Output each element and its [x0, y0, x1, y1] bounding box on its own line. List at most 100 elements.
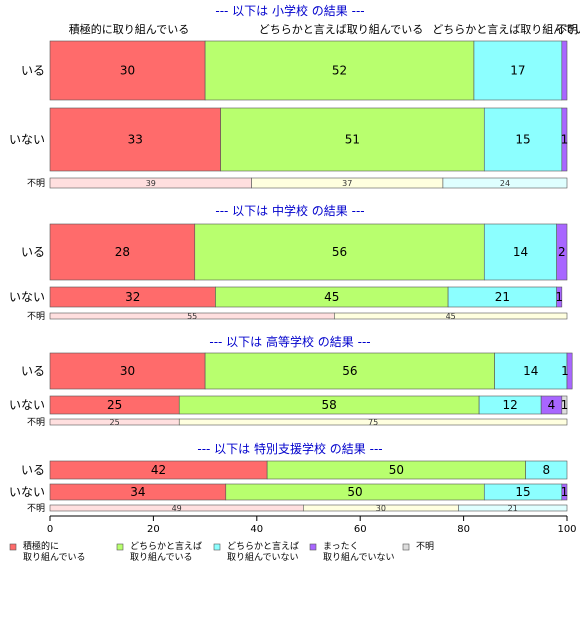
bar-segment — [204, 352, 495, 390]
data-label: 24 — [500, 179, 510, 188]
legend-label: 積極的に — [23, 540, 59, 552]
bar-segment — [483, 223, 557, 281]
row-label: 不明 — [27, 417, 45, 428]
data-label: 28 — [115, 245, 130, 259]
top-category-label: 積極的に取り組んでいる — [69, 22, 189, 36]
legend-label: 取り組んでいる — [130, 551, 193, 563]
data-label: 14 — [523, 364, 538, 378]
data-label: 50 — [389, 463, 404, 477]
legend-swatch — [213, 543, 221, 551]
data-label: 58 — [322, 398, 337, 412]
data-label: 1 — [561, 364, 569, 378]
row-label: いる — [21, 463, 45, 477]
data-label: 42 — [151, 463, 166, 477]
data-label: 1 — [561, 133, 569, 147]
panel-title: --- 以下は 小学校 の結果 --- — [215, 3, 364, 18]
data-label: 21 — [495, 290, 510, 304]
bar-segment — [334, 312, 568, 320]
bar-segment — [566, 352, 573, 390]
legend-swatch — [309, 543, 317, 551]
data-label: 1 — [561, 398, 569, 412]
bar-segment — [483, 107, 563, 172]
data-label: 56 — [332, 245, 347, 259]
x-tick-label: 60 — [354, 524, 367, 535]
legend-swatch — [9, 543, 17, 551]
legend-label: 取り組んでいない — [227, 551, 299, 563]
legend-label: まったく — [323, 541, 359, 552]
data-label: 34 — [130, 485, 145, 499]
data-label: 32 — [125, 290, 140, 304]
bar-segment — [561, 107, 568, 172]
data-label: 14 — [513, 245, 528, 259]
bar-segment — [556, 223, 568, 281]
data-label: 15 — [515, 485, 530, 499]
data-label: 25 — [107, 398, 122, 412]
x-tick-label: 20 — [147, 524, 160, 535]
x-tick-label: 40 — [250, 524, 263, 535]
row-label: いない — [9, 398, 45, 412]
row-label: いる — [21, 64, 45, 78]
data-label: 4 — [548, 398, 556, 412]
x-tick-label: 80 — [457, 524, 470, 535]
bar-segment — [442, 177, 568, 189]
bar-segment — [204, 40, 475, 101]
data-label: 56 — [342, 364, 357, 378]
bar-segment — [561, 40, 568, 101]
data-label: 30 — [120, 64, 135, 78]
data-label: 30 — [376, 504, 386, 513]
data-label: 12 — [502, 398, 517, 412]
row-label: 不明 — [27, 503, 45, 514]
data-label: 1 — [561, 485, 569, 499]
bar-segment — [458, 504, 568, 512]
data-label: 1 — [555, 290, 563, 304]
bar-segment — [49, 107, 221, 172]
row-label: いない — [9, 485, 45, 499]
bar-segment — [561, 395, 568, 415]
bar-segment — [220, 107, 485, 172]
legend-label: 取り組んでいる — [23, 551, 86, 563]
data-label: 39 — [146, 179, 156, 188]
x-tick-label: 100 — [557, 524, 576, 535]
data-label: 15 — [515, 133, 530, 147]
top-category-label: どちらかと言えば取り組んでいる — [259, 23, 423, 36]
data-label: 25 — [110, 418, 120, 427]
data-label: 37 — [342, 179, 352, 188]
bar-segment — [49, 352, 206, 390]
data-label: 2 — [558, 245, 566, 259]
data-label: 75 — [368, 418, 378, 427]
top-category-label: 不明 — [556, 23, 578, 36]
data-label: 50 — [347, 485, 362, 499]
panel-title: --- 以下は 高等学校 の結果 --- — [209, 334, 370, 349]
bar-segment — [494, 352, 568, 390]
legend-label: 取り組んでいない — [323, 551, 395, 563]
panel-title: --- 以下は 中学校 の結果 --- — [215, 203, 364, 218]
row-label: 不明 — [27, 178, 45, 189]
data-label: 52 — [332, 64, 347, 78]
data-label: 33 — [128, 133, 143, 147]
data-label: 21 — [508, 504, 518, 513]
bar-segment — [525, 460, 568, 480]
bar-segment — [556, 286, 563, 308]
legend-label: どちらかと言えば — [130, 540, 202, 552]
legend-label: どちらかと言えば — [227, 540, 299, 552]
data-label: 30 — [120, 364, 135, 378]
row-label: いない — [9, 133, 45, 147]
bar-segment — [561, 483, 568, 501]
data-label: 45 — [324, 290, 339, 304]
data-label: 49 — [172, 504, 182, 513]
legend-swatch — [116, 543, 124, 551]
row-label: いる — [21, 364, 45, 378]
data-label: 55 — [187, 312, 197, 321]
data-label: 45 — [446, 312, 456, 321]
data-label: 8 — [542, 463, 550, 477]
row-label: 不明 — [27, 311, 45, 322]
bar-segment — [194, 223, 485, 281]
data-label: 17 — [510, 64, 525, 78]
x-tick-label: 0 — [47, 524, 53, 535]
panel-title: --- 以下は 特別支援学校 の結果 --- — [197, 441, 382, 456]
row-label: いない — [9, 290, 45, 304]
legend-label: 不明 — [416, 541, 434, 552]
row-label: いる — [21, 245, 45, 259]
